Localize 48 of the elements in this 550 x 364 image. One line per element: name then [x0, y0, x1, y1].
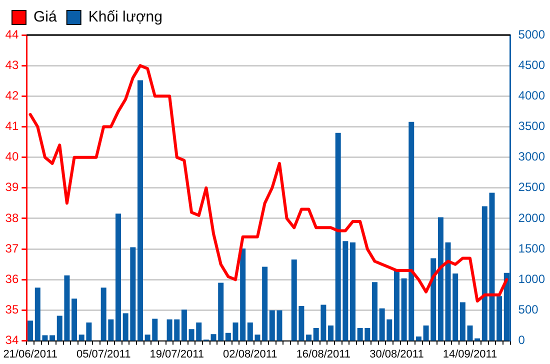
y2-tick-label: 5000 [518, 27, 546, 42]
y2-tick-label: 1500 [518, 241, 546, 256]
x-tick-label: 14/09/2011 [442, 348, 498, 360]
y-tick-label: 42 [5, 88, 19, 102]
x-tick-label: 21/06/2011 [3, 348, 58, 360]
y2-tick-label: 3500 [518, 119, 546, 134]
bar [438, 217, 444, 341]
y2-tick-label: 2500 [518, 180, 546, 194]
y2-tick-label: 1000 [518, 272, 546, 286]
y2-tick-label: 4500 [518, 58, 546, 72]
bar [328, 326, 334, 341]
bar [262, 266, 268, 341]
y-tick-label: 34 [5, 333, 19, 348]
bar [394, 270, 400, 341]
y2-tick-label: 2000 [518, 210, 546, 225]
y2-tick-label: 4000 [518, 88, 546, 102]
bar [350, 242, 356, 341]
y2-tick-label: 500 [518, 302, 539, 317]
y-tick-label: 41 [5, 119, 19, 134]
bar [496, 296, 502, 341]
y-tick-label: 37 [5, 241, 19, 256]
bar [416, 336, 422, 341]
legend-label: Giá [34, 8, 58, 26]
y-tick-label: 43 [5, 58, 19, 72]
legend-label: Khối lượng [88, 8, 162, 26]
y-tick-label: 40 [5, 150, 19, 164]
x-tick-label: 02/08/2011 [223, 348, 278, 360]
x-tick-label: 19/07/2011 [150, 348, 204, 360]
bar [460, 302, 466, 341]
x-tick-label: 30/08/2011 [370, 348, 424, 360]
y-tick-label: 38 [5, 210, 19, 225]
bar [306, 334, 312, 341]
y-tick-label: 39 [5, 180, 19, 194]
y2-tick-label: 0 [518, 333, 526, 348]
bar [137, 80, 143, 341]
x-tick-label: 05/07/2011 [76, 348, 131, 360]
bar [181, 310, 187, 341]
y-tick-label: 35 [5, 302, 19, 317]
x-tick-label: 16/08/2011 [296, 348, 351, 360]
y-tick-label: 44 [5, 27, 19, 42]
bar [72, 298, 78, 341]
bar [372, 282, 378, 341]
y-tick-label: 36 [5, 272, 19, 286]
bar [50, 335, 56, 341]
bar [225, 332, 231, 341]
bar [28, 320, 34, 341]
bar [116, 214, 122, 341]
y2-tick-label: 3000 [518, 150, 546, 164]
